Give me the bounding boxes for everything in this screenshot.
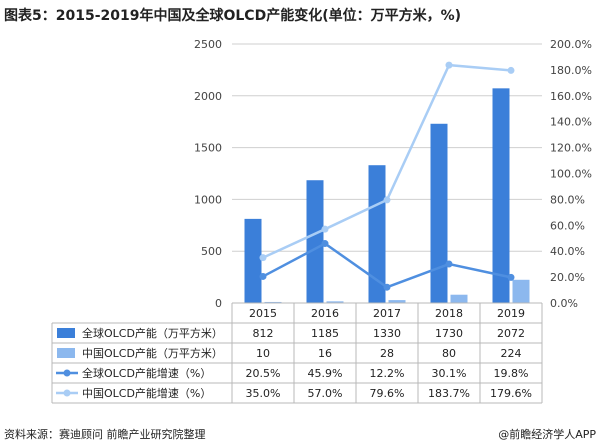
right-tick-label: 20.0% bbox=[550, 271, 585, 284]
left-tick-label: 2000 bbox=[194, 90, 222, 103]
data-label: 80 bbox=[442, 347, 456, 360]
left-tick-label: 500 bbox=[201, 245, 222, 258]
data-label: 812 bbox=[253, 327, 274, 340]
bars bbox=[244, 88, 530, 304]
series-point bbox=[259, 254, 267, 262]
category-label: 2016 bbox=[311, 307, 339, 320]
series-label: 中国OLCD产能增速（%） bbox=[82, 386, 211, 400]
bar bbox=[450, 294, 468, 303]
series-point bbox=[383, 283, 391, 291]
category-label: 2017 bbox=[373, 307, 401, 320]
data-label: 183.7% bbox=[428, 387, 470, 400]
right-tick-label: 140.0% bbox=[550, 116, 592, 129]
legend-marker bbox=[63, 369, 71, 377]
series-line bbox=[262, 63, 512, 259]
left-tick-label: 2500 bbox=[194, 38, 222, 51]
series-label: 全球OLCD产能增速（%） bbox=[82, 366, 211, 380]
bar bbox=[388, 300, 406, 303]
brand-note: @前瞻经济学人APP bbox=[498, 428, 596, 441]
legend-marker bbox=[63, 389, 71, 397]
data-label: 45.9% bbox=[308, 367, 343, 380]
series-point bbox=[259, 272, 267, 280]
data-label: 57.0% bbox=[308, 387, 343, 400]
source-note: 资料来源：赛迪顾问 前瞻产业研究院整理 bbox=[4, 428, 206, 441]
left-axis-ticks: 0 500 1000 1500 2000 2500 bbox=[194, 38, 222, 310]
legend-swatch bbox=[57, 348, 75, 358]
series-point bbox=[507, 66, 515, 74]
right-tick-label: 0.0% bbox=[550, 297, 578, 310]
data-label: 2072 bbox=[497, 327, 525, 340]
bar bbox=[368, 165, 386, 303]
data-label: 224 bbox=[501, 347, 522, 360]
right-tick-label: 60.0% bbox=[550, 219, 585, 232]
series-line bbox=[262, 242, 512, 289]
data-table: 2015 2016 2017 2018 2019 全球OLCD产能（万平方米） 812 118… bbox=[51, 302, 543, 404]
series-point bbox=[321, 240, 329, 248]
right-tick-label: 160.0% bbox=[550, 90, 592, 103]
right-axis-ticks: 0.0% 20.0% 40.0% 60.0% 80.0% 100.0% 120.0% 140.… bbox=[550, 38, 592, 310]
bar bbox=[244, 218, 262, 303]
category-label: 2019 bbox=[497, 307, 525, 320]
bar bbox=[492, 88, 510, 304]
category-label: 2018 bbox=[435, 307, 463, 320]
series-point bbox=[507, 273, 515, 281]
bar bbox=[264, 301, 282, 303]
data-label: 179.6% bbox=[490, 387, 532, 400]
bar bbox=[430, 123, 448, 303]
data-label: 20.5% bbox=[246, 367, 281, 380]
right-tick-label: 100.0% bbox=[550, 168, 592, 181]
right-tick-label: 120.0% bbox=[550, 142, 592, 155]
data-label: 1185 bbox=[311, 327, 339, 340]
data-label: 10 bbox=[256, 347, 270, 360]
data-label: 1330 bbox=[373, 327, 401, 340]
data-label: 12.2% bbox=[370, 367, 405, 380]
left-tick-label: 1000 bbox=[194, 193, 222, 206]
right-tick-label: 180.0% bbox=[550, 64, 592, 77]
left-tick-label: 1500 bbox=[194, 142, 222, 155]
data-label: 19.8% bbox=[494, 367, 529, 380]
data-label: 28 bbox=[380, 347, 394, 360]
data-label: 16 bbox=[318, 347, 332, 360]
data-label: 30.1% bbox=[432, 367, 467, 380]
series-point bbox=[445, 260, 453, 268]
left-tick-label: 0 bbox=[215, 297, 222, 310]
right-tick-label: 40.0% bbox=[550, 245, 585, 258]
bar bbox=[512, 279, 530, 303]
series-label: 全球OLCD产能（万平方米） bbox=[82, 326, 223, 340]
series-point bbox=[445, 61, 453, 69]
legend-swatch bbox=[57, 328, 75, 338]
right-tick-label: 80.0% bbox=[550, 193, 585, 206]
bar bbox=[326, 301, 344, 303]
series-point bbox=[321, 225, 329, 233]
series-point bbox=[383, 196, 391, 204]
category-label: 2015 bbox=[249, 307, 277, 320]
data-label: 35.0% bbox=[246, 387, 281, 400]
series-label: 中国OLCD产能（万平方米） bbox=[82, 346, 223, 360]
right-tick-label: 200.0% bbox=[550, 38, 592, 51]
chart-title: 图表5：2015-2019年中国及全球OLCD产能变化(单位：万平方米，%) bbox=[4, 8, 462, 24]
data-label: 1730 bbox=[435, 327, 463, 340]
bar bbox=[306, 180, 324, 303]
lines bbox=[259, 61, 515, 291]
data-label: 79.6% bbox=[370, 387, 405, 400]
